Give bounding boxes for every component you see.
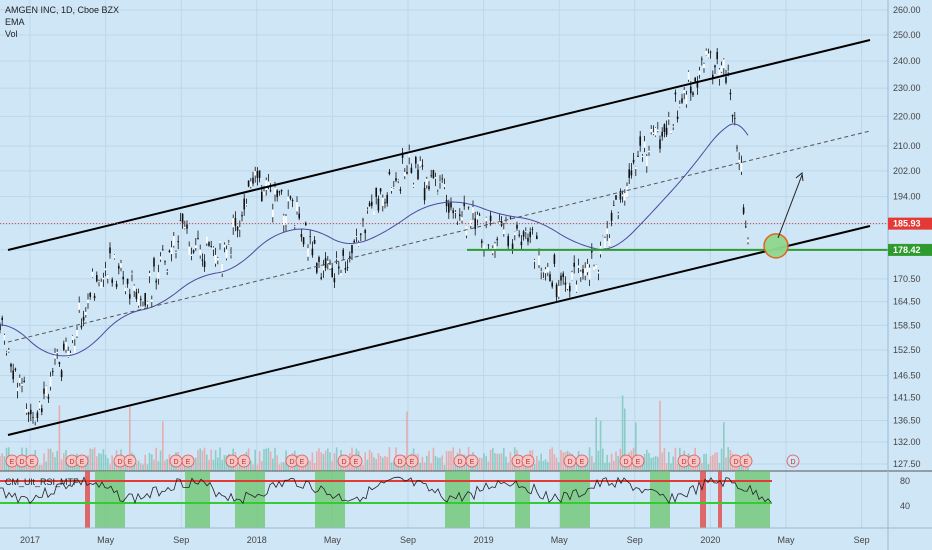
earnings-marker-icon[interactable]	[465, 454, 479, 468]
channel-lower-line	[7, 225, 871, 436]
earnings-marker-icon[interactable]	[237, 454, 251, 468]
earnings-marker-icon[interactable]	[349, 454, 363, 468]
support-price-tag: 178.42	[893, 245, 921, 255]
time-tick-label: May	[324, 535, 342, 545]
indicator-title[interactable]: CM_Ult_RSI_MTF	[5, 477, 79, 487]
event-marker-letter: D	[681, 459, 686, 466]
price-tick-label: 146.50	[893, 370, 921, 380]
price-tick-label: 127.50	[893, 459, 921, 469]
event-marker-letter: D	[733, 459, 738, 466]
rsi-level-label: 80	[900, 476, 910, 486]
time-tick-label: May	[777, 535, 795, 545]
event-marker-letter: E	[410, 459, 415, 466]
channel-midline	[7, 130, 871, 343]
time-tick-label: 2020	[700, 535, 720, 545]
event-marker-letter: E	[186, 459, 191, 466]
dividend-marker-icon[interactable]	[786, 454, 800, 468]
event-marker-letter: D	[515, 459, 520, 466]
earnings-marker-icon[interactable]	[631, 454, 645, 468]
earnings-marker-icon[interactable]	[295, 454, 309, 468]
event-marker-letter: E	[10, 459, 15, 466]
last-price-tag-bg	[888, 217, 932, 230]
event-marker-letter: E	[692, 459, 697, 466]
price-tick-label: 202.00	[893, 166, 921, 176]
event-marker-letter: D	[229, 459, 234, 466]
event-marker-letter: E	[526, 459, 531, 466]
event-marker-letter: D	[117, 459, 122, 466]
event-marker-letter: D	[289, 459, 294, 466]
price-tick-label: 194.00	[893, 192, 921, 202]
event-marker-letter: D	[790, 459, 795, 466]
time-tick-label: 2019	[474, 535, 494, 545]
price-tick-label: 152.50	[893, 345, 921, 355]
time-tick-label: 2018	[247, 535, 267, 545]
arrow-head-icon	[795, 172, 804, 182]
price-tick-label: 260.00	[893, 5, 921, 15]
earnings-marker-icon[interactable]	[739, 454, 753, 468]
event-marker-letter: E	[580, 459, 585, 466]
event-marker-letter: D	[457, 459, 462, 466]
price-tick-label: 250.00	[893, 30, 921, 40]
event-marker-letter: E	[128, 459, 133, 466]
channel-upper-line	[7, 39, 871, 251]
price-tick-label: 158.50	[893, 320, 921, 330]
event-marker-letter: E	[30, 459, 35, 466]
price-tick-label: 132.00	[893, 437, 921, 447]
event-marker-letter: D	[173, 459, 178, 466]
earnings-marker-icon[interactable]	[25, 454, 39, 468]
event-marker-letter: D	[341, 459, 346, 466]
time-tick-label: Sep	[400, 535, 416, 545]
price-tick-label: 220.00	[893, 111, 921, 121]
price-tick-label: 170.50	[893, 274, 921, 284]
event-marker-letter: E	[300, 459, 305, 466]
earnings-marker-icon[interactable]	[575, 454, 589, 468]
event-marker-letter: E	[470, 459, 475, 466]
earnings-marker-icon[interactable]	[123, 454, 137, 468]
time-tick-label: Sep	[173, 535, 189, 545]
event-marker-letter: E	[242, 459, 247, 466]
support-price-tag-bg	[888, 243, 932, 256]
event-marker-letter: E	[354, 459, 359, 466]
price-tick-label: 240.00	[893, 56, 921, 66]
price-tick-label: 210.00	[893, 141, 921, 151]
price-tick-label: 136.50	[893, 416, 921, 426]
event-marker-letter: D	[69, 459, 74, 466]
drawings[interactable]	[0, 39, 888, 436]
price-tick-label: 164.50	[893, 297, 921, 307]
price-tick-label: 230.00	[893, 83, 921, 93]
last-price-tag: 185.93	[893, 219, 921, 229]
price-tick-label: 141.50	[893, 393, 921, 403]
earnings-marker-icon[interactable]	[181, 454, 195, 468]
projection-arrow	[777, 174, 803, 239]
symbol-title[interactable]: AMGEN INC, 1D, Cboe BZX	[5, 5, 119, 15]
ema-legend[interactable]: EMA	[5, 17, 25, 27]
time-tick-label: Sep	[627, 535, 643, 545]
price-candles	[0, 48, 749, 426]
earnings-marker-icon[interactable]	[521, 454, 535, 468]
event-marker-letter: D	[19, 459, 24, 466]
rsi-level-label: 40	[900, 501, 910, 511]
event-marker-letter: D	[567, 459, 572, 466]
time-tick-label: May	[97, 535, 115, 545]
event-marker-letter: D	[397, 459, 402, 466]
time-tick-label: Sep	[854, 535, 870, 545]
rsi-line	[0, 476, 772, 505]
earnings-marker-icon[interactable]	[405, 454, 419, 468]
touch-point-circle	[763, 233, 789, 259]
earnings-marker-icon[interactable]	[687, 454, 701, 468]
ema-line	[0, 123, 749, 357]
rsi-panel	[0, 470, 932, 528]
time-tick-label: May	[551, 535, 569, 545]
vol-legend[interactable]: Vol	[5, 29, 18, 39]
event-marker-letter: D	[623, 459, 628, 466]
event-marker-letter: E	[80, 459, 85, 466]
earnings-marker-icon[interactable]	[75, 454, 89, 468]
event-marker-letter: E	[636, 459, 641, 466]
event-marker-letter: E	[744, 459, 749, 466]
time-tick-label: 2017	[20, 535, 40, 545]
